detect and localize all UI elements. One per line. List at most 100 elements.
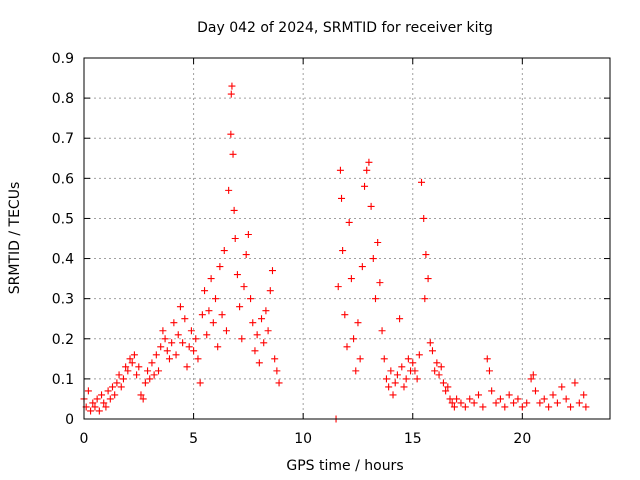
chart-title: Day 042 of 2024, SRMTID for receiver kit… [197, 20, 493, 36]
data-point [488, 387, 496, 395]
data-point [230, 206, 238, 214]
data-point [345, 218, 353, 226]
data-point [461, 403, 469, 411]
data-point [117, 383, 125, 391]
data-point [216, 263, 224, 271]
data-point [251, 347, 259, 355]
data-point [255, 359, 263, 367]
data-point [339, 247, 347, 255]
data-point [545, 403, 553, 411]
data-point [157, 343, 165, 351]
data-point [365, 158, 373, 166]
data-point [130, 351, 138, 359]
data-point [203, 331, 211, 339]
data-point [393, 371, 401, 379]
data-point [505, 391, 513, 399]
data-point [87, 407, 95, 415]
data-point [187, 327, 195, 335]
y-tick-label: 0.5 [52, 211, 74, 227]
data-point [108, 383, 116, 391]
data-point [141, 379, 149, 387]
x-tick-label: 10 [294, 431, 312, 447]
data-point [236, 303, 244, 311]
data-point [214, 343, 222, 351]
data-point [266, 287, 274, 295]
data-point [238, 335, 246, 343]
data-point [470, 399, 478, 407]
data-point [336, 166, 344, 174]
data-point [549, 391, 557, 399]
data-point [115, 371, 123, 379]
y-tick-label: 0.1 [52, 372, 74, 388]
data-point [518, 403, 526, 411]
y-tick-label: 0.9 [52, 51, 74, 67]
data-point [146, 375, 154, 383]
x-tick-label: 20 [513, 431, 531, 447]
data-point [376, 279, 384, 287]
data-point [89, 399, 97, 407]
data-point [233, 271, 241, 279]
data-point [531, 387, 539, 395]
data-point [350, 335, 358, 343]
data-point [124, 367, 132, 375]
data-point [404, 355, 412, 363]
x-tick-label: 0 [80, 431, 89, 447]
data-point [420, 214, 428, 222]
data-point [183, 363, 191, 371]
data-point [433, 359, 441, 367]
data-point [385, 383, 393, 391]
data-point [402, 375, 410, 383]
data-point [421, 295, 429, 303]
data-point [144, 367, 152, 375]
data-point [378, 327, 386, 335]
x-tick-label: 15 [404, 431, 422, 447]
data-point [567, 403, 575, 411]
data-point [170, 319, 178, 327]
y-tick-label: 0.4 [52, 252, 74, 268]
x-tick-labels: 0 5 10 15 20 [80, 431, 532, 447]
data-point [466, 395, 474, 403]
data-point [137, 391, 145, 399]
data-point [196, 379, 204, 387]
grid [84, 58, 610, 419]
data-point [133, 371, 141, 379]
data-point [398, 363, 406, 371]
data-point [485, 367, 493, 375]
data-point [100, 399, 108, 407]
x-tick-label: 5 [189, 431, 198, 447]
data-point [356, 355, 364, 363]
data-point [396, 315, 404, 323]
y-tick-label: 0.7 [52, 131, 74, 147]
data-point [104, 387, 112, 395]
data-point [426, 339, 434, 347]
data-point [91, 403, 99, 411]
data-point [435, 371, 443, 379]
data-point [190, 347, 198, 355]
data-point [338, 194, 346, 202]
y-axis-label: SRMTID / TECUs [7, 182, 23, 295]
data-point [514, 395, 522, 403]
data-point [209, 319, 217, 327]
data-point [249, 319, 257, 327]
data-point [122, 363, 130, 371]
data-point [253, 331, 261, 339]
data-point [363, 166, 371, 174]
y-tick-label: 0.2 [52, 332, 74, 348]
data-point [179, 339, 187, 347]
data-point [174, 331, 182, 339]
data-point [422, 251, 430, 259]
data-point [106, 395, 114, 403]
data-point [450, 403, 458, 411]
data-point [457, 399, 465, 407]
data-point [411, 367, 419, 375]
data-point [439, 379, 447, 387]
data-point [268, 267, 276, 275]
data-point [95, 407, 103, 415]
data-point [93, 395, 101, 403]
data-point [352, 367, 360, 375]
data-point [194, 355, 202, 363]
data-point [409, 359, 417, 367]
data-point [501, 403, 509, 411]
data-point [111, 391, 119, 399]
